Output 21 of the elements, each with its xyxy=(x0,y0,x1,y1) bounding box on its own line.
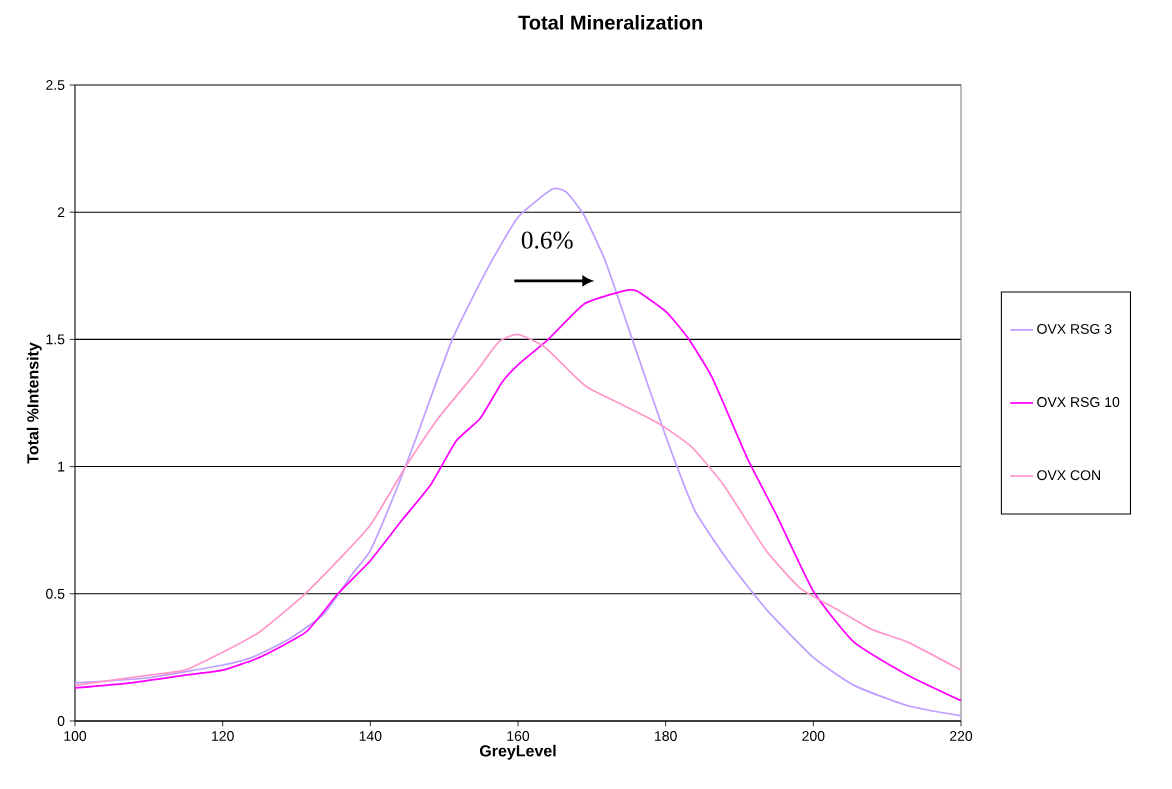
y-tick-label: 0.5 xyxy=(46,588,65,599)
x-tick-label: 100 xyxy=(64,731,87,741)
y-tick-label: 1.5 xyxy=(46,334,65,345)
annotation: 0.6% xyxy=(521,231,573,249)
line-series xyxy=(74,187,962,717)
x-axis-title: GreyLevel xyxy=(479,744,556,760)
x-tick-label: 220 xyxy=(950,731,973,741)
legend-label: OVX CON xyxy=(1037,470,1100,481)
x-tick-label: 200 xyxy=(802,731,825,741)
legend-label: OVX RSG 3 xyxy=(1037,324,1112,334)
x-tick-label: 140 xyxy=(359,731,382,741)
y-tick-label: 1 xyxy=(58,461,65,472)
y-tick-label: 2.5 xyxy=(46,80,65,90)
y-tick-label: 2 xyxy=(57,207,65,218)
x-tick-label: 180 xyxy=(655,731,677,741)
chart-title: Total Mineralization xyxy=(518,14,703,30)
y-tick-label: 0 xyxy=(57,716,65,726)
y-axis-title: Total %Intensity xyxy=(26,342,42,464)
x-tick-label: 160 xyxy=(507,731,530,741)
legend-label: OVX RSG 10 xyxy=(1037,397,1120,408)
x-tick-label: 120 xyxy=(212,731,234,741)
